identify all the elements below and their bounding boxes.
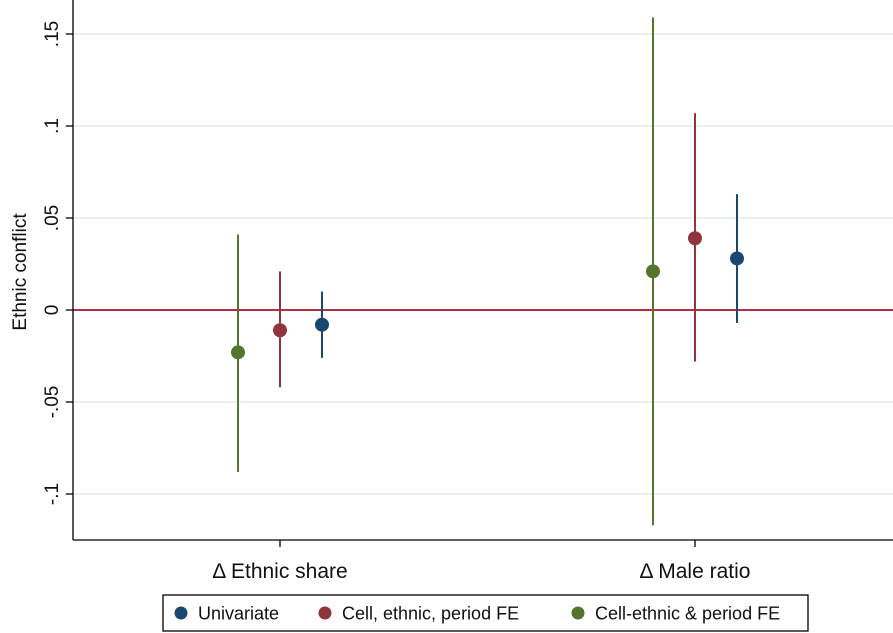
- axes: [72, 0, 893, 541]
- series: [231, 17, 744, 526]
- point-estimate: [688, 231, 702, 246]
- legend-marker: [318, 606, 332, 620]
- y-tick-label: -.05: [42, 386, 63, 419]
- y-ticks: .15 .1 .05 0 -.05 -.1: [42, 21, 73, 505]
- legend-box: [162, 594, 809, 632]
- x-category-label: Δ Ethnic share: [212, 560, 347, 583]
- series-1: [315, 194, 744, 358]
- y-tick-label: .05: [42, 205, 63, 231]
- x-ticks: Δ Ethnic share Δ Male ratio: [212, 540, 750, 583]
- point-estimate: [315, 317, 329, 332]
- legend-label: Cell-ethnic & period FE: [595, 604, 780, 624]
- point-estimate: [273, 323, 287, 338]
- legend-marker: [174, 606, 188, 620]
- point-estimate: [646, 264, 660, 279]
- legend: Univariate Cell, ethnic, period FE Cell-et…: [162, 594, 809, 632]
- series-3: [231, 17, 660, 526]
- point-estimate: [231, 345, 245, 360]
- y-tick-label: .1: [42, 118, 63, 134]
- y-tick-label: 0: [42, 305, 63, 316]
- y-tick-label: -.1: [42, 483, 63, 505]
- y-axis-title: Ethnic conflict: [10, 213, 31, 331]
- series-2: [273, 113, 702, 388]
- y-tick-label: .15: [42, 21, 63, 47]
- gridlines: [73, 33, 893, 495]
- point-estimate: [730, 251, 744, 266]
- legend-label: Univariate: [198, 604, 279, 624]
- legend-label: Cell, ethnic, period FE: [342, 604, 519, 624]
- legend-marker: [571, 606, 585, 620]
- x-category-label: Δ Male ratio: [640, 560, 751, 583]
